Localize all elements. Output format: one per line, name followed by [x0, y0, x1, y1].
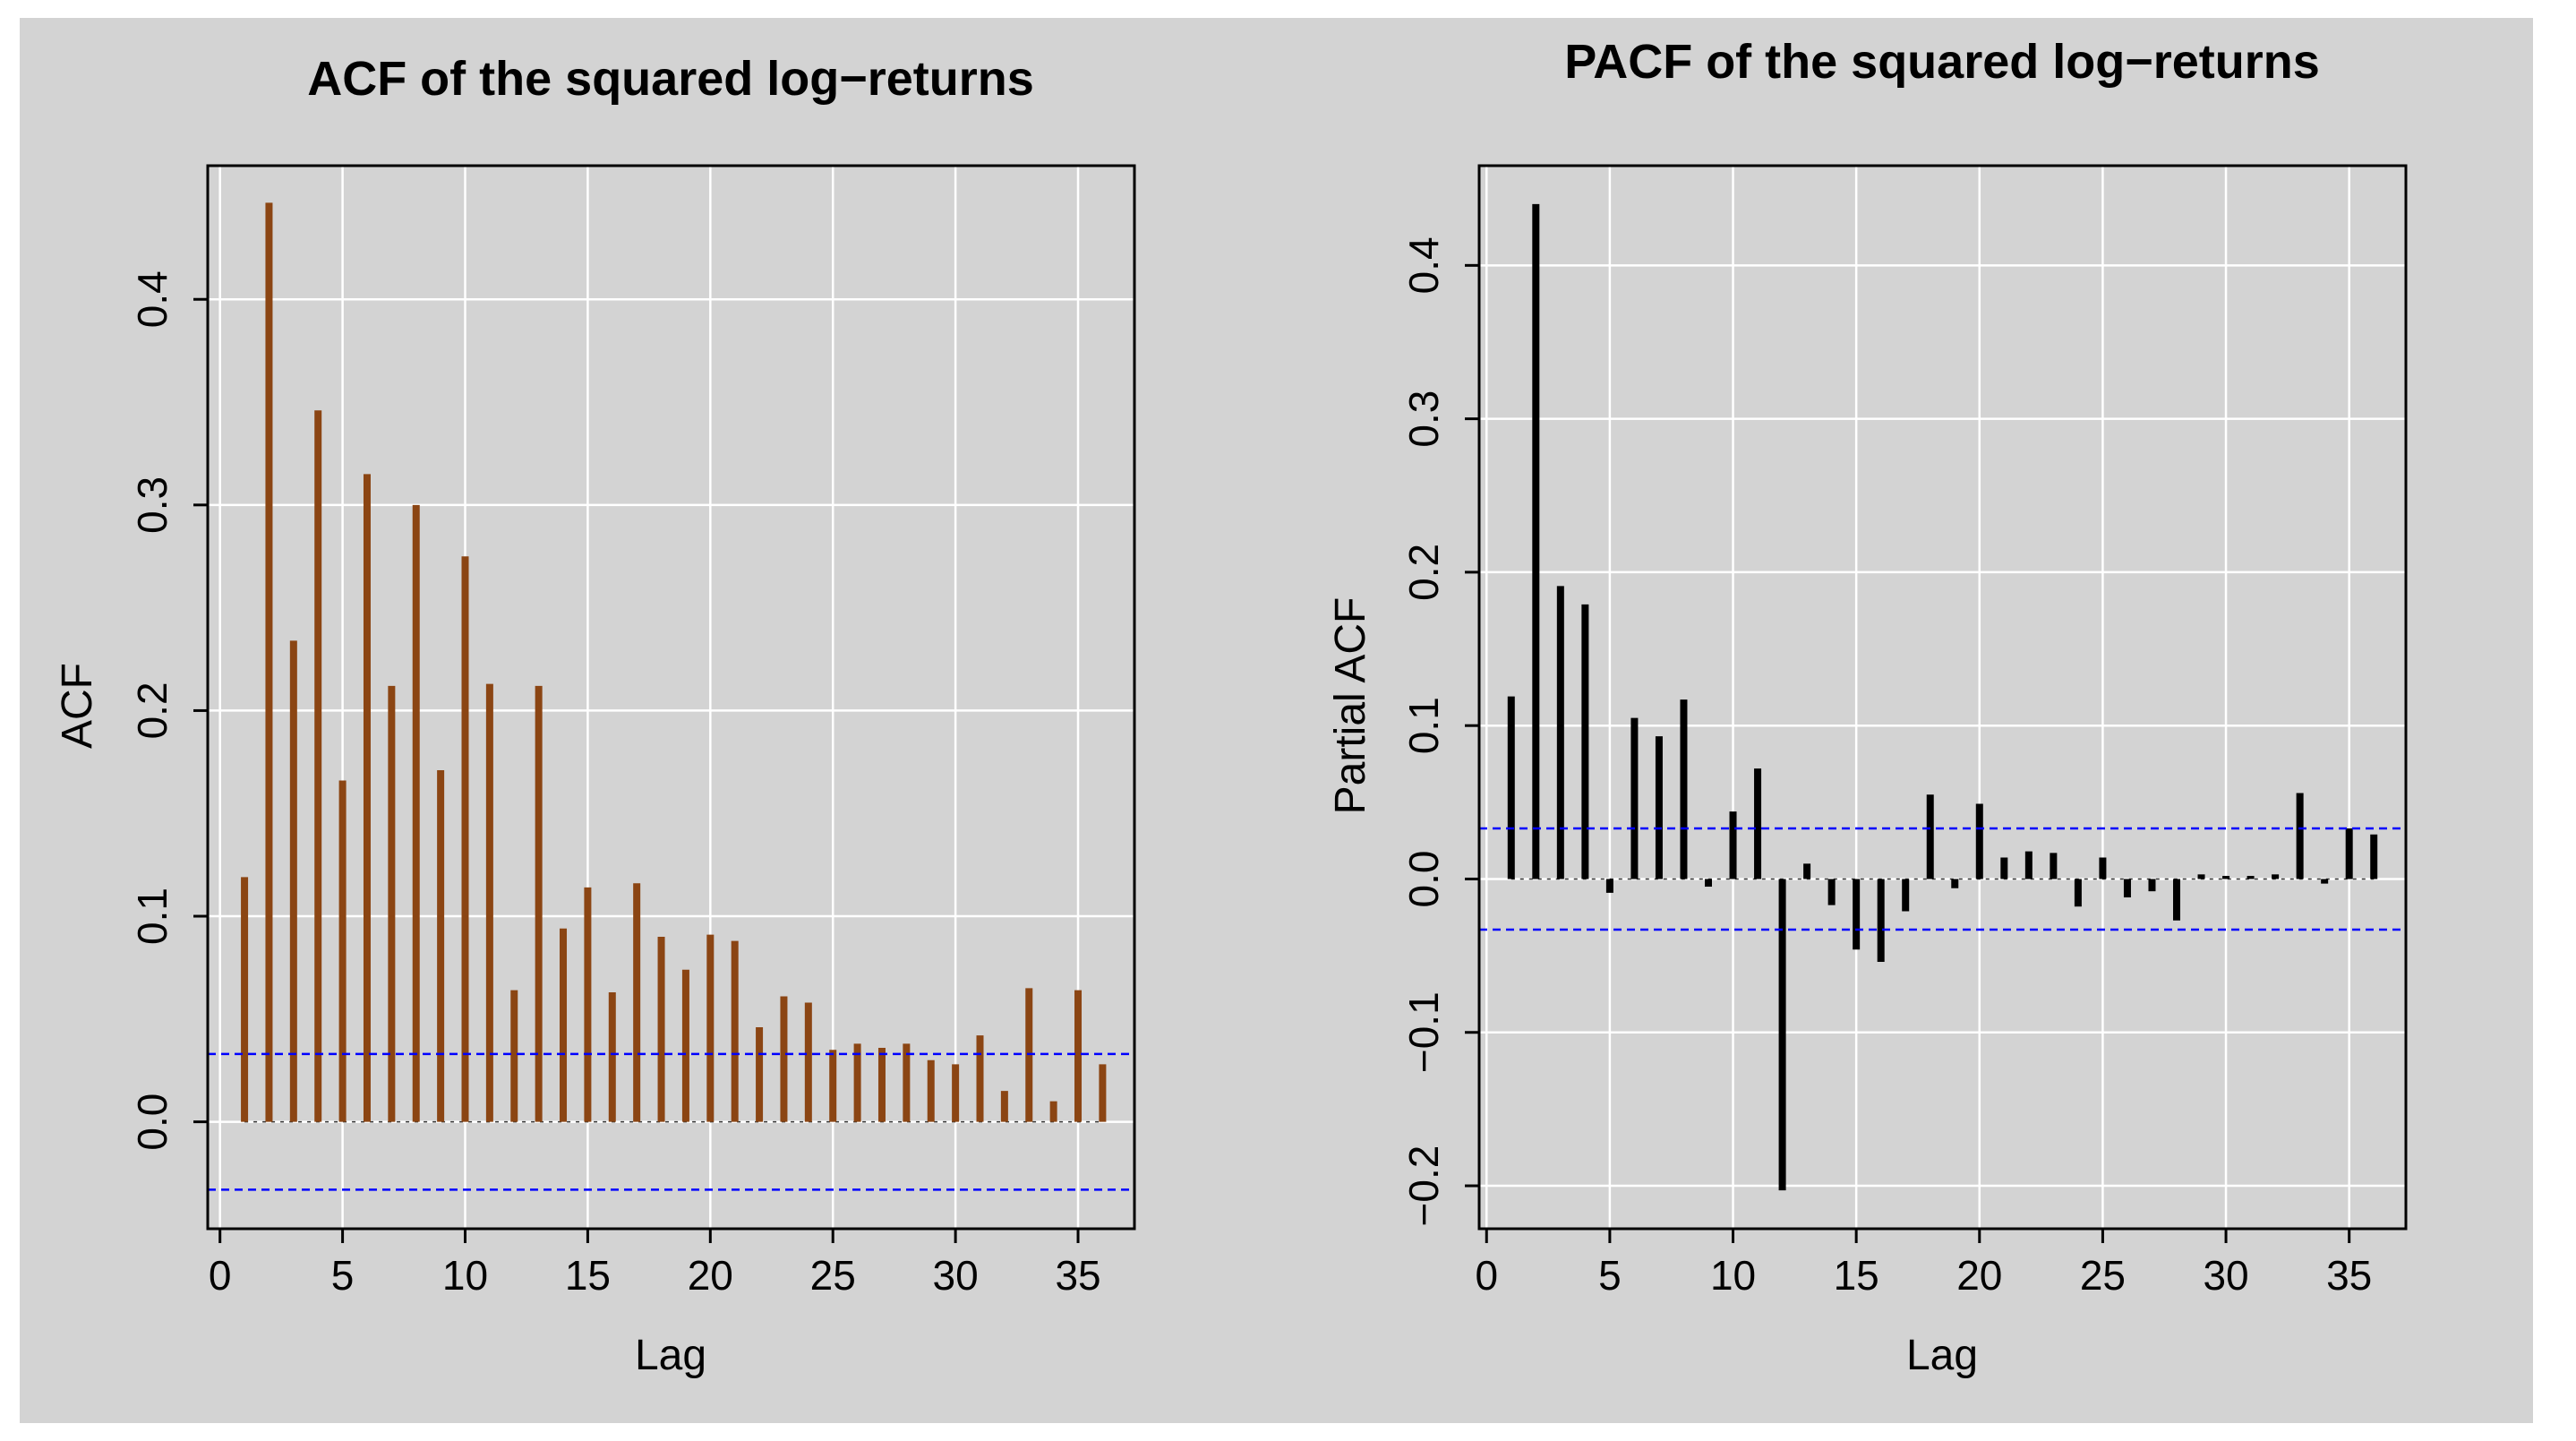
- pacf-y-tick-label: −0.2: [1400, 1145, 1447, 1227]
- acf-y-tick-label: 0.4: [129, 270, 175, 328]
- acf-y-label: ACF: [54, 663, 101, 749]
- acf-plot-frame: [206, 164, 1136, 1231]
- acf-x-tick-label: 15: [565, 1252, 611, 1299]
- pacf-x-tick-label: 30: [2203, 1252, 2248, 1299]
- acf-x-tick-label: 5: [331, 1252, 355, 1299]
- acf-panel: 0 5 10 15 20 25 30 35 0.0 0.1 0.2 0.3 0.4 ACF of th…: [54, 52, 1136, 1379]
- pacf-y-tick-label: 0.2: [1400, 544, 1447, 601]
- pacf-confidence-band: [1479, 827, 2406, 931]
- pacf-x-tick-label: 15: [1834, 1252, 1879, 1299]
- pacf-y-tick-label: 0.4: [1400, 236, 1447, 294]
- acf-y-axis: 0.0 0.1 0.2 0.3 0.4: [129, 270, 208, 1151]
- pacf-y-tick-label: −0.1: [1400, 991, 1447, 1073]
- acf-y-tick-label: 0.2: [129, 682, 175, 739]
- acf-pacf-figure: 0 5 10 15 20 25 30 35 0.0 0.1 0.2 0.3 0.4 ACF of th…: [54, 35, 2408, 1379]
- acf-plot-area: [208, 166, 1134, 1229]
- pacf-grid: [1479, 166, 2406, 1229]
- pacf-title: PACF of the squared log−returns: [1564, 35, 2320, 89]
- pacf-plot-frame: [1477, 164, 2408, 1231]
- pacf-x-tick-label: 10: [1710, 1252, 1756, 1299]
- figure-background: 0 5 10 15 20 25 30 35 0.0 0.1 0.2 0.3 0.4 ACF of th…: [20, 18, 2533, 1423]
- acf-x-tick-label: 0: [209, 1252, 232, 1299]
- pacf-x-tick-label: 20: [1956, 1252, 2002, 1299]
- acf-y-tick-label: 0.1: [129, 888, 175, 945]
- pacf-y-tick-label: 0.0: [1400, 850, 1447, 907]
- acf-x-label: Lag: [635, 1332, 706, 1379]
- pacf-y-tick-label: 0.1: [1400, 697, 1447, 754]
- acf-x-tick-label: 30: [933, 1252, 979, 1299]
- acf-x-tick-label: 25: [810, 1252, 856, 1299]
- acf-y-tick-label: 0.3: [129, 476, 175, 534]
- pacf-y-axis: −0.2 −0.1 0.0 0.1 0.2 0.3 0.4: [1400, 236, 1479, 1226]
- pacf-x-tick-label: 25: [2080, 1252, 2126, 1299]
- pacf-y-tick-label: 0.3: [1400, 390, 1447, 448]
- acf-x-axis: 0 5 10 15 20 25 30 35: [209, 1229, 1101, 1299]
- pacf-x-tick-label: 0: [1475, 1252, 1498, 1299]
- acf-x-tick-label: 20: [688, 1252, 733, 1299]
- pacf-x-tick-label: 5: [1598, 1252, 1622, 1299]
- acf-y-tick-label: 0.0: [129, 1094, 175, 1151]
- pacf-x-tick-label: 35: [2326, 1252, 2372, 1299]
- pacf-bars: [1507, 203, 2378, 1191]
- pacf-x-axis: 0 5 10 15 20 25 30 35: [1475, 1229, 2372, 1299]
- acf-x-tick-label: 10: [442, 1252, 488, 1299]
- pacf-plot-area: [1479, 166, 2406, 1229]
- pacf-x-label: Lag: [1906, 1332, 1978, 1379]
- acf-grid: [208, 166, 1134, 1229]
- pacf-panel: 0 5 10 15 20 25 30 35 −0.2 −0.1 0.0 0.1 0.2 0.3 0.4 P…: [1327, 35, 2408, 1379]
- pacf-y-label: Partial ACF: [1327, 597, 1374, 815]
- acf-x-tick-label: 35: [1055, 1252, 1100, 1299]
- acf-title: ACF of the squared log−returns: [307, 52, 1034, 106]
- acf-confidence-band: [208, 1052, 1134, 1191]
- acf-bars: [241, 202, 1107, 1122]
